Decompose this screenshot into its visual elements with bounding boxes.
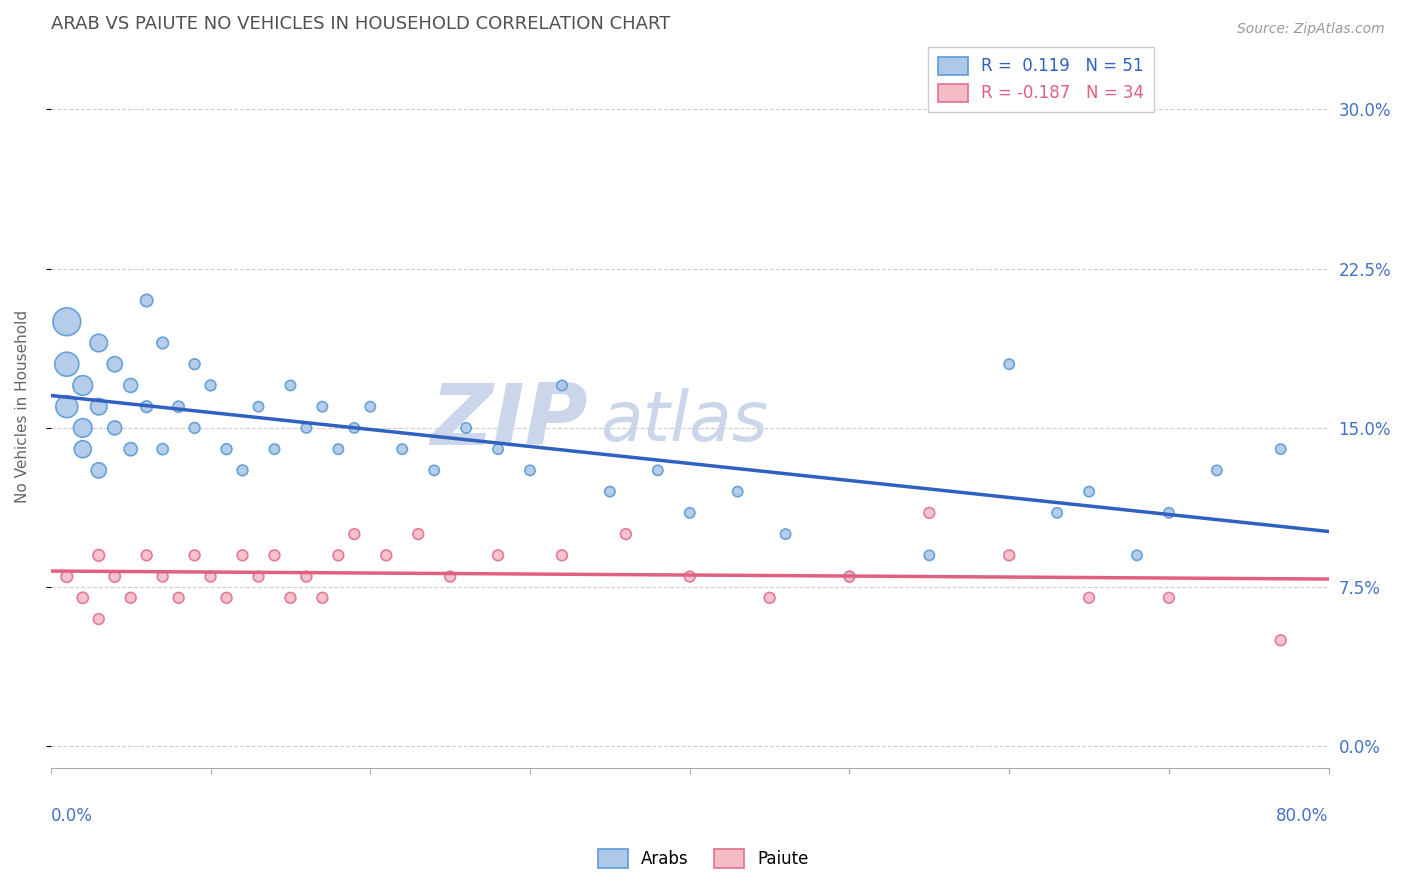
Y-axis label: No Vehicles in Household: No Vehicles in Household: [15, 310, 30, 503]
Point: [551, 549, 574, 563]
Point: [104, 569, 127, 583]
Point: [1126, 549, 1149, 563]
Point: [775, 527, 797, 541]
Point: [56, 315, 79, 329]
Point: [406, 527, 429, 541]
Point: [1157, 506, 1180, 520]
Point: [519, 463, 541, 477]
Point: [167, 591, 190, 605]
Point: [918, 549, 941, 563]
Point: [200, 569, 222, 583]
Point: [72, 591, 94, 605]
Point: [263, 549, 285, 563]
Point: [1078, 484, 1101, 499]
Point: [104, 421, 127, 435]
Text: 0.0%: 0.0%: [51, 807, 93, 825]
Point: [758, 591, 780, 605]
Text: Source: ZipAtlas.com: Source: ZipAtlas.com: [1237, 22, 1385, 37]
Point: [87, 400, 110, 414]
Point: [56, 400, 79, 414]
Point: [838, 569, 860, 583]
Point: [120, 442, 142, 457]
Point: [1078, 591, 1101, 605]
Point: [72, 378, 94, 392]
Point: [391, 442, 413, 457]
Point: [87, 336, 110, 351]
Point: [456, 421, 478, 435]
Point: [183, 421, 205, 435]
Text: ARAB VS PAIUTE NO VEHICLES IN HOUSEHOLD CORRELATION CHART: ARAB VS PAIUTE NO VEHICLES IN HOUSEHOLD …: [51, 15, 671, 33]
Point: [135, 293, 157, 308]
Point: [599, 484, 621, 499]
Point: [152, 569, 174, 583]
Point: [280, 591, 302, 605]
Point: [359, 400, 381, 414]
Point: [231, 463, 253, 477]
Point: [87, 612, 110, 626]
Point: [343, 421, 366, 435]
Point: [918, 506, 941, 520]
Point: [551, 378, 574, 392]
Text: atlas: atlas: [600, 388, 768, 455]
Point: [167, 400, 190, 414]
Point: [215, 442, 238, 457]
Point: [295, 569, 318, 583]
Point: [72, 442, 94, 457]
Point: [247, 569, 270, 583]
Point: [311, 400, 333, 414]
Point: [614, 527, 637, 541]
Point: [56, 357, 79, 371]
Point: [486, 549, 509, 563]
Point: [679, 506, 702, 520]
Point: [231, 549, 253, 563]
Point: [647, 463, 669, 477]
Point: [183, 357, 205, 371]
Point: [1205, 463, 1227, 477]
Point: [247, 400, 270, 414]
Point: [215, 591, 238, 605]
Point: [72, 421, 94, 435]
Point: [280, 378, 302, 392]
Legend: R =  0.119   N = 51, R = -0.187   N = 34: R = 0.119 N = 51, R = -0.187 N = 34: [928, 46, 1154, 112]
Text: ZIP: ZIP: [430, 380, 588, 463]
Point: [439, 569, 461, 583]
Text: 80.0%: 80.0%: [1277, 807, 1329, 825]
Point: [87, 549, 110, 563]
Point: [486, 442, 509, 457]
Point: [1270, 633, 1292, 648]
Point: [328, 442, 350, 457]
Point: [423, 463, 446, 477]
Point: [152, 442, 174, 457]
Point: [56, 569, 79, 583]
Point: [328, 549, 350, 563]
Point: [311, 591, 333, 605]
Point: [1270, 442, 1292, 457]
Point: [343, 527, 366, 541]
Point: [838, 569, 860, 583]
Point: [104, 357, 127, 371]
Point: [183, 549, 205, 563]
Point: [998, 357, 1021, 371]
Point: [295, 421, 318, 435]
Point: [135, 549, 157, 563]
Point: [1046, 506, 1069, 520]
Point: [1157, 591, 1180, 605]
Point: [263, 442, 285, 457]
Point: [727, 484, 749, 499]
Point: [679, 569, 702, 583]
Point: [152, 336, 174, 351]
Point: [375, 549, 398, 563]
Point: [120, 378, 142, 392]
Point: [135, 400, 157, 414]
Point: [998, 549, 1021, 563]
Point: [200, 378, 222, 392]
Point: [120, 591, 142, 605]
Point: [87, 463, 110, 477]
Legend: Arabs, Paiute: Arabs, Paiute: [591, 843, 815, 875]
